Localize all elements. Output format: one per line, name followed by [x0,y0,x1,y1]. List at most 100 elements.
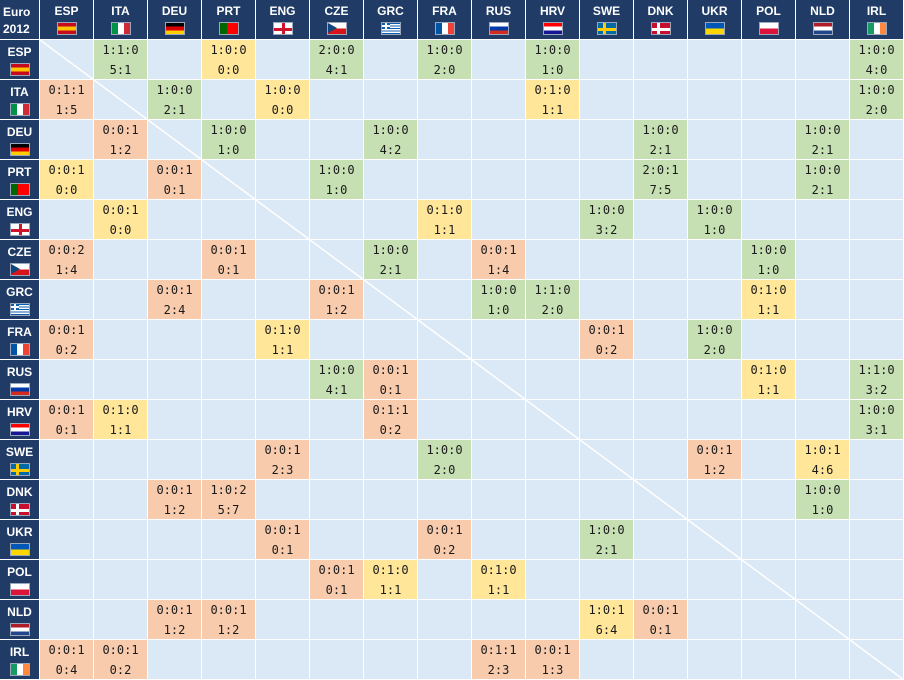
flag-fra-icon [10,343,30,356]
result-score: 7:5 [649,183,672,197]
result-score: 2:1 [811,143,834,157]
empty-cell [634,400,688,440]
empty-cell [472,600,526,640]
empty-cell [580,480,634,520]
empty-cell [850,440,904,480]
row-header-esp: ESP [0,40,40,80]
result-cell: 1:0:0 1:0 [796,480,850,520]
empty-cell [526,160,580,200]
empty-cell [418,560,472,600]
empty-cell [94,440,148,480]
result-record: 0:0:1 [156,603,193,617]
empty-cell [148,200,202,240]
result-record: 0:1:0 [750,283,787,297]
empty-cell [634,360,688,400]
result-record: 1:0:0 [264,83,301,97]
empty-cell [256,120,310,160]
col-header-esp: ESP [40,0,94,40]
result-record: 0:1:1 [372,403,409,417]
empty-cell [850,600,904,640]
empty-cell [40,280,94,320]
flag-swe-icon [596,22,617,35]
result-record: 0:0:1 [102,643,139,657]
result-cell: 0:1:0 1:1 [418,200,472,240]
result-record: 0:0:1 [534,643,571,657]
result-record: 1:0:0 [210,43,247,57]
empty-cell [796,400,850,440]
flag-prt-icon [10,183,30,196]
row-header-irl: IRL [0,640,40,680]
result-cell: 0:1:0 1:1 [526,80,580,120]
empty-cell [364,200,418,240]
flag-esp-icon [56,22,77,35]
result-cell: 0:0:2 1:4 [40,240,94,280]
result-score: 1:0 [757,263,780,277]
empty-cell [472,120,526,160]
empty-cell [202,160,256,200]
result-record: 1:0:0 [696,203,733,217]
empty-cell [688,40,742,80]
flag-dnk-icon [650,22,671,35]
empty-cell [472,360,526,400]
empty-cell [40,120,94,160]
empty-cell [202,560,256,600]
flag-deu-icon [164,22,185,35]
result-score: 4:0 [865,63,888,77]
empty-cell [850,640,904,680]
result-score: 0:1 [217,263,240,277]
result-cell: 1:0:0 1:0 [688,200,742,240]
result-cell: 1:0:0 0:0 [202,40,256,80]
empty-cell [94,480,148,520]
empty-cell [418,640,472,680]
result-cell: 1:0:0 1:0 [202,120,256,160]
empty-cell [526,600,580,640]
result-score: 1:1 [757,303,780,317]
result-score: 1:2 [217,623,240,637]
empty-cell [40,480,94,520]
result-score: 1:1 [757,383,780,397]
result-cell: 1:1:0 3:2 [850,360,904,400]
empty-cell [256,360,310,400]
row-header-grc: GRC [0,280,40,320]
empty-cell [40,40,94,80]
result-score: 3:1 [865,423,888,437]
result-cell: 1:0:0 4:1 [310,360,364,400]
col-header-code: DEU [161,4,188,18]
flag-rus-icon [10,383,30,396]
empty-cell [310,480,364,520]
empty-cell [742,440,796,480]
row-header-code: DNK [6,485,33,499]
result-cell: 2:0:0 4:1 [310,40,364,80]
flag-esp-icon [10,63,30,76]
empty-cell [148,400,202,440]
col-header-irl: IRL [850,0,904,40]
empty-cell [850,320,904,360]
result-score: 2:1 [379,263,402,277]
empty-cell [418,320,472,360]
result-cell: 0:1:0 1:1 [472,560,526,600]
result-cell: 0:0:1 0:0 [94,200,148,240]
result-cell: 1:0:0 3:2 [580,200,634,240]
result-score: 2:3 [487,663,510,677]
empty-cell [256,240,310,280]
empty-cell [310,200,364,240]
row-header-ukr: UKR [0,520,40,560]
result-cell: 0:0:1 0:2 [94,640,148,680]
result-cell: 1:0:0 1:0 [310,160,364,200]
empty-cell [364,320,418,360]
empty-cell [688,400,742,440]
empty-cell [688,240,742,280]
empty-cell [256,40,310,80]
empty-cell [850,160,904,200]
result-record: 0:0:1 [156,283,193,297]
result-record: 0:1:1 [480,643,517,657]
result-record: 0:0:1 [102,123,139,137]
row-header-code: NLD [7,605,32,619]
result-record: 1:0:0 [750,243,787,257]
row-header-code: ESP [7,45,32,59]
result-score: 2:1 [595,543,618,557]
result-cell: 1:0:1 6:4 [580,600,634,640]
result-record: 1:0:0 [318,363,355,377]
empty-cell [796,360,850,400]
flag-ita-icon [10,103,30,116]
